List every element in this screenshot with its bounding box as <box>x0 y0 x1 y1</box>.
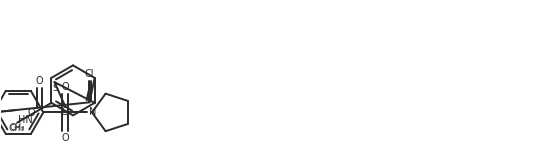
Text: N: N <box>89 107 96 117</box>
Text: S: S <box>62 107 68 117</box>
Text: O: O <box>36 76 44 86</box>
Text: CH₃: CH₃ <box>10 123 25 132</box>
Text: O: O <box>61 82 69 92</box>
Text: CH₃: CH₃ <box>9 124 25 133</box>
Text: O: O <box>27 108 35 118</box>
Text: Cl: Cl <box>85 69 94 79</box>
Text: S: S <box>52 84 58 93</box>
Text: HN: HN <box>18 115 32 125</box>
Text: O: O <box>61 133 69 143</box>
